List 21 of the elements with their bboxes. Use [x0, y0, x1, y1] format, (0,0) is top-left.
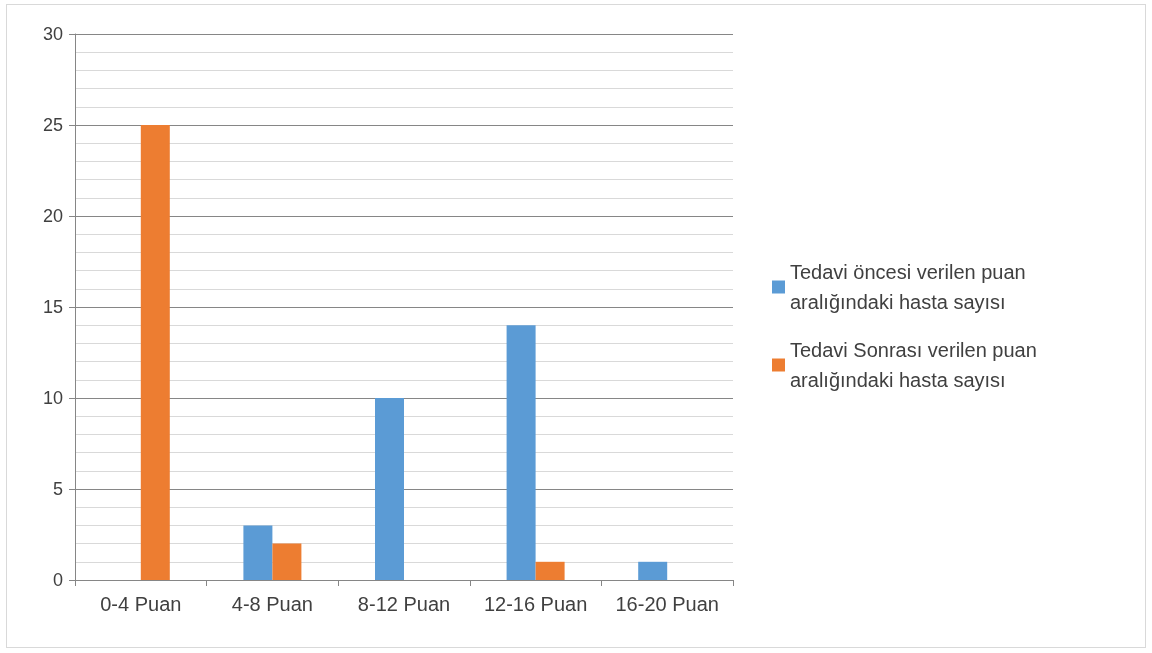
legend-label: Tedavi öncesi verilen puan aralığındaki hasta sayısı	[790, 261, 1032, 313]
y-tick-label: 25	[42, 115, 63, 135]
y-tick-label: 20	[42, 206, 63, 226]
bar	[638, 561, 668, 580]
x-tick-label: 0-4 Puan	[100, 593, 182, 615]
x-tick-label: 16-20 Puan	[615, 593, 719, 615]
bar	[140, 125, 170, 580]
bar	[272, 543, 302, 580]
x-tick-label: 8-12 Puan	[357, 593, 451, 615]
y-tick-label: 30	[42, 24, 63, 44]
bar	[535, 561, 565, 580]
bar	[243, 525, 273, 580]
bar	[375, 398, 404, 580]
legend-label: Tedavi Sonrası verilen puan aralığındaki hasta sayısı	[790, 339, 1043, 391]
x-tick-label: 12-16 Puan	[483, 593, 588, 615]
y-tick-label: 0	[52, 570, 63, 590]
y-tick-label: 5	[52, 479, 63, 499]
bar	[506, 325, 536, 580]
y-tick-label: 15	[42, 297, 63, 317]
x-tick-label: 4-8 Puan	[231, 593, 313, 615]
y-tick-label: 10	[42, 388, 63, 408]
